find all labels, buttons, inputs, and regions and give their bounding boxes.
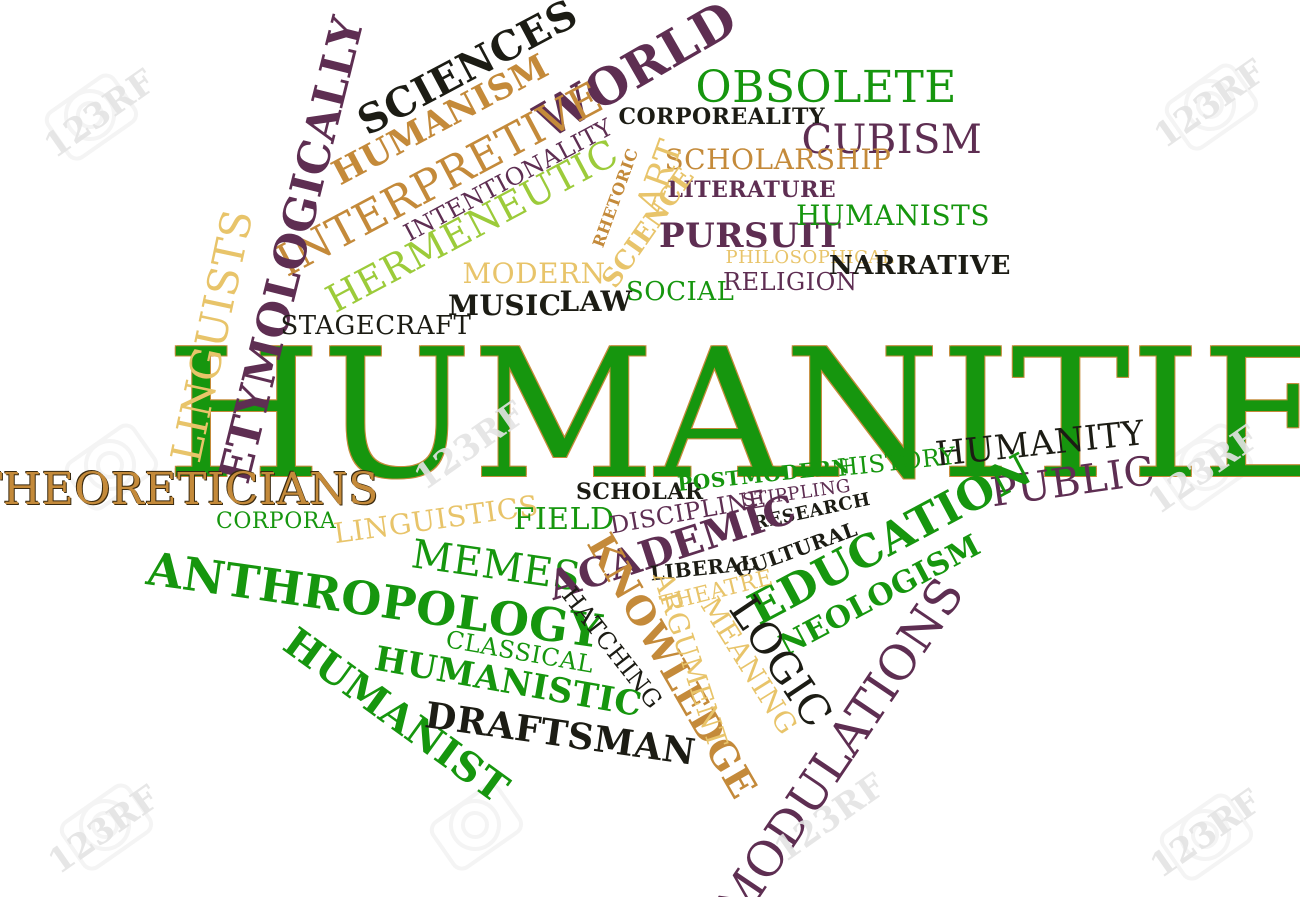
word-music: MUSIC xyxy=(448,289,562,322)
watermark-text: 123RF xyxy=(40,777,167,883)
watermark-text: 123RF xyxy=(1146,51,1273,157)
word-cubism: CUBISM xyxy=(801,117,983,163)
word-theoreticians: THEORETICIANS xyxy=(0,464,379,515)
watermark-text: 123RF xyxy=(1142,781,1269,887)
word-literature: LITERATURE xyxy=(667,177,837,203)
word-law: LAW xyxy=(559,285,633,318)
word-scholarship: SCHOLARSHIP xyxy=(664,143,892,176)
word-pursuit: PURSUIT xyxy=(659,216,842,256)
word-social: SOCIAL xyxy=(626,277,735,307)
word-humanists: HUMANISTS xyxy=(796,199,991,232)
word-field: FIELD xyxy=(513,502,615,537)
word-modern: MODERN xyxy=(462,257,606,290)
word-corporeality: CORPOREALITY xyxy=(618,104,826,130)
word-scholar: SCHOLAR xyxy=(576,479,704,505)
word-philosophical: PHILOSOPHICAL xyxy=(725,247,895,268)
word-religion: RELIGION xyxy=(723,268,858,296)
word-narrative: NARRATIVE xyxy=(829,251,1011,281)
watermark-text: 123RF xyxy=(36,61,163,167)
word-corpora: CORPORA xyxy=(216,509,337,534)
word-obsolete: OBSOLETE xyxy=(695,62,957,113)
word-stagecraft: STAGECRAFT xyxy=(280,311,472,341)
